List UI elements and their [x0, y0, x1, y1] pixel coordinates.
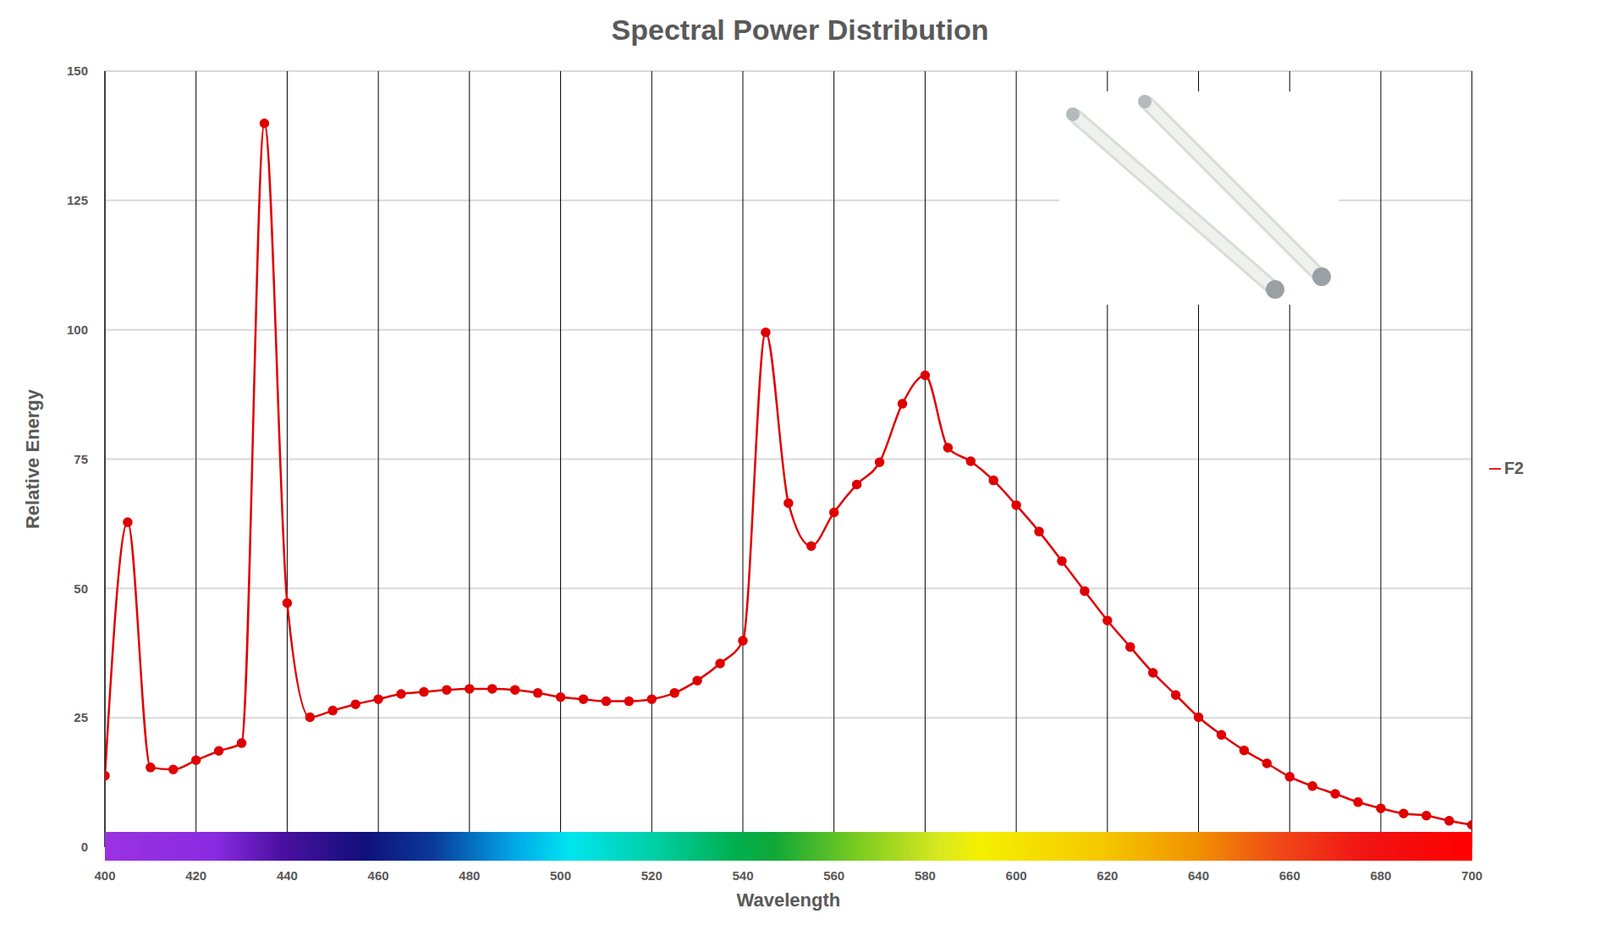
svg-text:Wavelength: Wavelength: [736, 889, 842, 911]
svg-text:600: 600: [1006, 868, 1028, 883]
svg-text:520: 520: [641, 868, 663, 883]
svg-text:420: 420: [185, 868, 207, 883]
svg-text:75: 75: [73, 451, 88, 467]
svg-text:125: 125: [66, 192, 88, 208]
svg-text:560: 560: [823, 868, 845, 883]
html-text:F2: F2: [1504, 458, 1524, 477]
svg-text:500: 500: [549, 868, 572, 883]
html-text:Spectral Power Distribution: Spectral Power Distribution: [611, 13, 989, 46]
svg-text:580: 580: [914, 868, 936, 883]
svg-text:460: 460: [368, 868, 390, 883]
svg-text:660: 660: [1279, 868, 1301, 883]
svg-text:0: 0: [81, 839, 88, 854]
svg-text:640: 640: [1187, 868, 1210, 883]
svg-text:540: 540: [731, 868, 754, 883]
svg-text:50: 50: [73, 581, 88, 596]
svg-text:400: 400: [93, 868, 116, 883]
svg-text:480: 480: [458, 868, 480, 883]
svg-text:Relative Energy: Relative Energy: [21, 388, 44, 529]
svg-text:25: 25: [73, 709, 88, 725]
svg-text:620: 620: [1096, 868, 1118, 883]
svg-text:700: 700: [1461, 868, 1483, 883]
svg-text:680: 680: [1369, 868, 1392, 883]
svg-text:440: 440: [276, 868, 298, 883]
svg-text:150: 150: [66, 63, 88, 78]
svg-text:100: 100: [66, 322, 88, 337]
